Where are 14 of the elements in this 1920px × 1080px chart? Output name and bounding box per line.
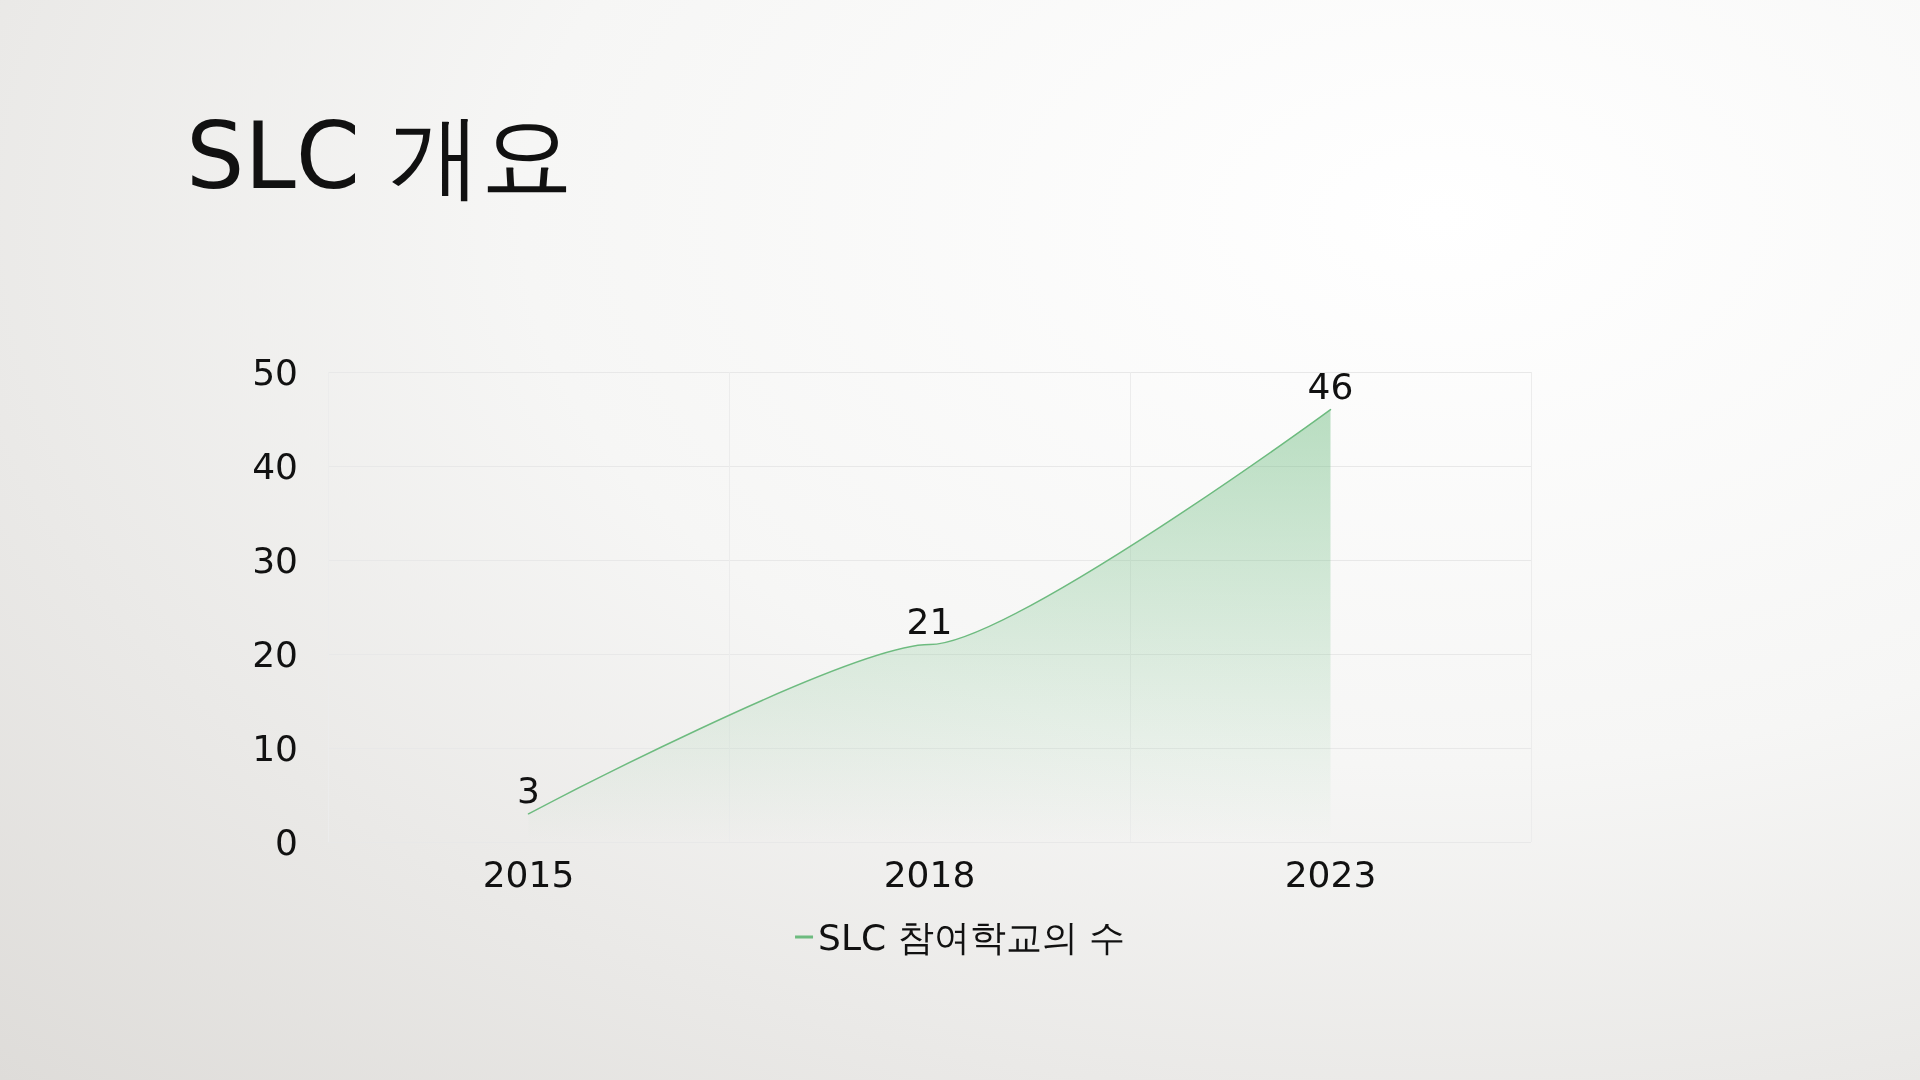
- x-tick-label: 2023: [1284, 853, 1377, 895]
- x-tick-label: 2018: [883, 853, 976, 895]
- chart-title: SLC 개요: [186, 102, 574, 212]
- y-tick-label: 30: [252, 539, 298, 581]
- y-tick-label: 40: [252, 445, 298, 487]
- y-tick-label: 10: [252, 727, 298, 769]
- y-tick-label: 20: [252, 633, 298, 675]
- y-tick-label: 50: [252, 351, 298, 393]
- data-label: 21: [906, 601, 953, 643]
- legend-label: SLC 참여학교의 수: [818, 916, 1125, 958]
- data-label: 3: [517, 770, 540, 812]
- y-tick-label: 0: [275, 821, 298, 863]
- x-tick-label: 2015: [482, 853, 575, 895]
- data-label: 46: [1307, 366, 1354, 408]
